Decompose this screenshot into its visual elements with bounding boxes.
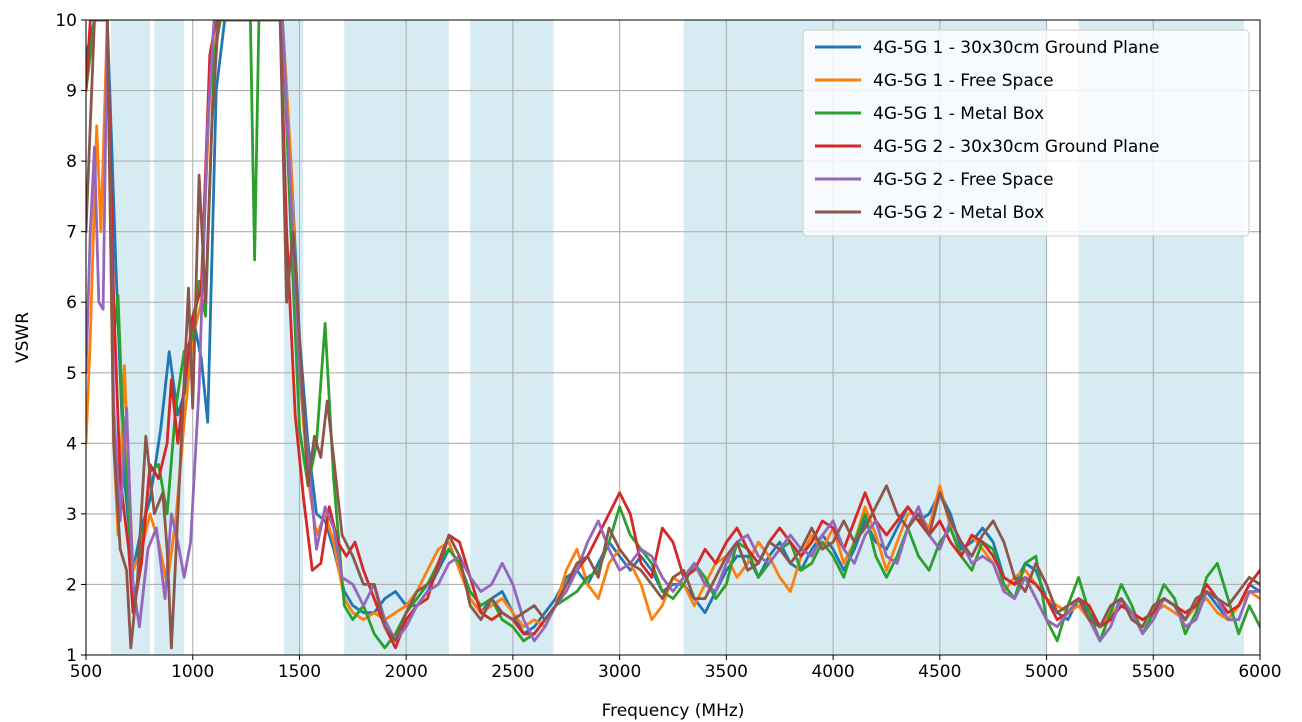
frequency-band bbox=[344, 20, 449, 655]
legend: 4G-5G 1 - 30x30cm Ground Plane 4G-5G 1 - … bbox=[802, 29, 1250, 237]
x-tick-label: 1000 bbox=[171, 662, 214, 682]
x-tick-label: 4000 bbox=[811, 662, 854, 682]
legend-label: 4G-5G 1 - Metal Box bbox=[873, 104, 1044, 124]
x-tick-label: 2000 bbox=[385, 662, 428, 682]
y-tick-label: 3 bbox=[66, 505, 77, 525]
axis-ticks: 500 1000 1500 2000 2500 3000 3500 4000 4500 5000 5… bbox=[55, 11, 1281, 682]
y-tick-label: 7 bbox=[66, 223, 77, 243]
y-tick-label: 1 bbox=[66, 646, 77, 666]
legend-label: 4G-5G 2 - 30x30cm Ground Plane bbox=[873, 137, 1159, 157]
plot-frame bbox=[85, 19, 1261, 656]
legend-box bbox=[802, 29, 1250, 237]
x-axis-title: Frequency (MHz) bbox=[602, 701, 745, 721]
x-tick-label: 6000 bbox=[1238, 662, 1281, 682]
series-lines bbox=[86, 20, 1260, 650]
y-tick-label: 9 bbox=[66, 82, 77, 102]
legend-label: 4G-5G 2 - Metal Box bbox=[873, 203, 1044, 223]
series-line-5 bbox=[86, 20, 1260, 643]
series-line-3 bbox=[86, 20, 1260, 650]
y-tick-label: 6 bbox=[66, 293, 77, 313]
series-line-6 bbox=[86, 20, 1260, 650]
y-tick-label: 5 bbox=[66, 364, 77, 384]
y-tick-label: 8 bbox=[66, 152, 77, 172]
legend-label: 4G-5G 2 - Free Space bbox=[873, 170, 1054, 190]
x-tick-label: 3000 bbox=[598, 662, 641, 682]
frequency-band bbox=[470, 20, 554, 655]
x-tick-label: 2500 bbox=[491, 662, 534, 682]
x-tick-label: 500 bbox=[70, 662, 102, 682]
y-tick-label: 10 bbox=[55, 11, 77, 31]
y-tick-label: 2 bbox=[66, 575, 77, 595]
legend-label: 4G-5G 1 - 30x30cm Ground Plane bbox=[873, 38, 1159, 58]
legend-label: 4G-5G 1 - Free Space bbox=[873, 71, 1054, 91]
x-tick-label: 1500 bbox=[278, 662, 321, 682]
y-tick-label: 4 bbox=[66, 434, 77, 454]
x-tick-label: 3500 bbox=[705, 662, 748, 682]
y-axis-title: VSWR bbox=[13, 312, 33, 363]
x-tick-label: 5500 bbox=[1132, 662, 1175, 682]
x-tick-label: 5000 bbox=[1025, 662, 1068, 682]
x-tick-label: 4500 bbox=[918, 662, 961, 682]
